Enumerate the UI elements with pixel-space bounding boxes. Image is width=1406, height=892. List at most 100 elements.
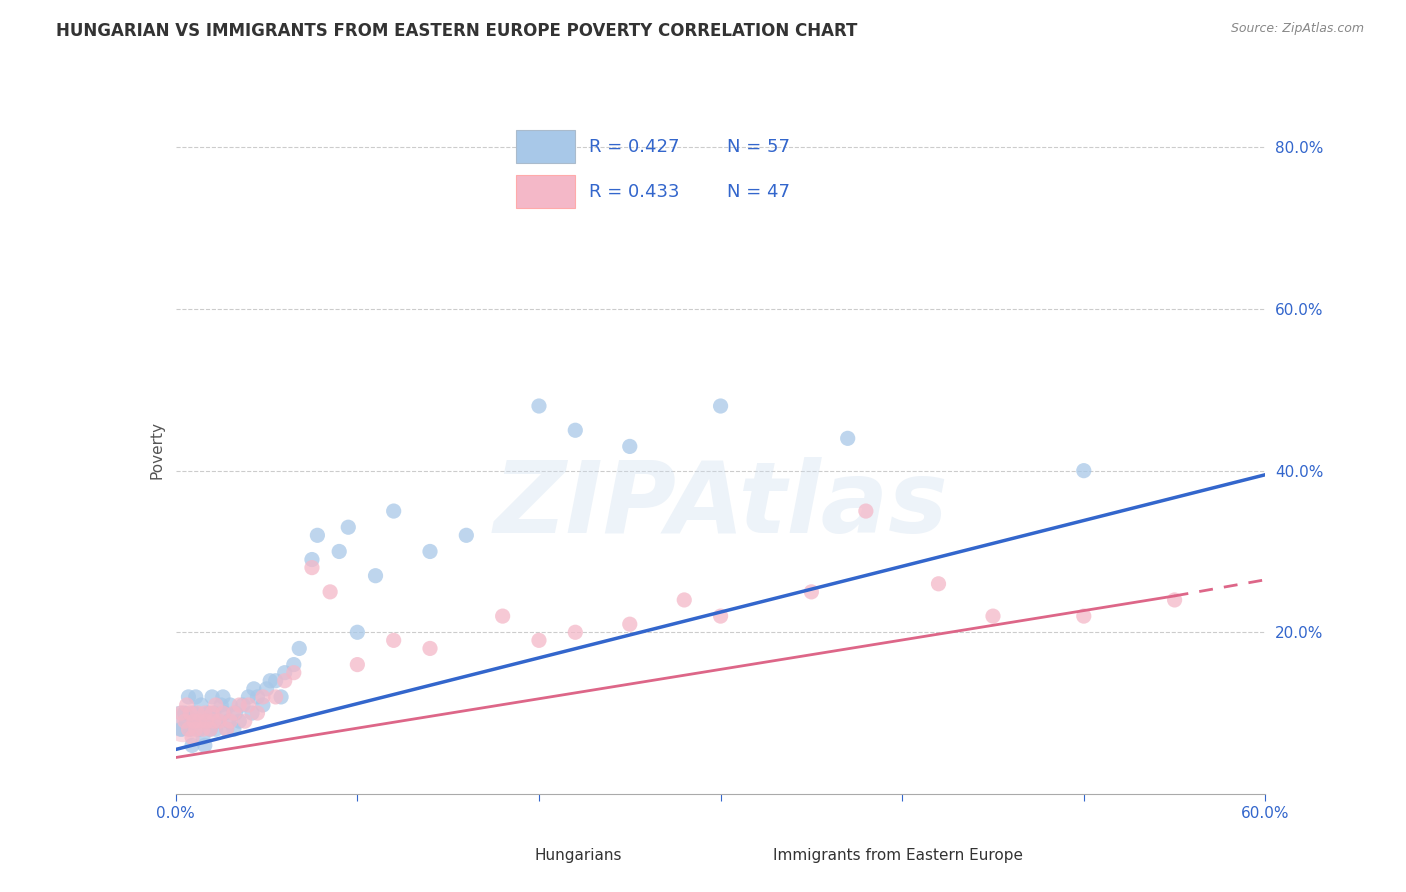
Point [188, 714, 211, 728]
Point [173, 706, 195, 720]
Point [183, 714, 205, 728]
Point [710, 609, 733, 624]
Text: ZIPAtlas: ZIPAtlas [494, 457, 948, 554]
Point [256, 681, 278, 696]
Point [328, 544, 350, 558]
Point [619, 617, 641, 632]
Point [1073, 609, 1095, 624]
Point [981, 609, 1004, 624]
Point [215, 723, 238, 737]
Point [252, 690, 274, 704]
Point [200, 723, 222, 737]
Point [181, 739, 204, 753]
Point [184, 690, 207, 704]
Point [219, 698, 242, 712]
Point [564, 423, 586, 437]
Bar [516, 130, 575, 163]
Point [492, 609, 515, 624]
Point [264, 690, 287, 704]
Point [183, 706, 205, 720]
Point [928, 576, 950, 591]
Point [246, 690, 269, 704]
Point [837, 431, 859, 445]
Point [176, 698, 198, 712]
Point [225, 706, 247, 720]
Point [217, 714, 239, 728]
Point [219, 714, 242, 728]
Point [191, 731, 214, 745]
Point [208, 714, 231, 728]
Point [195, 714, 218, 728]
Point [274, 673, 297, 688]
Point [179, 706, 201, 720]
Point [191, 723, 214, 737]
Point [209, 698, 232, 712]
Point [307, 528, 329, 542]
Point [186, 714, 209, 728]
Point [170, 706, 193, 720]
Text: R = 0.427: R = 0.427 [589, 137, 679, 155]
Point [197, 706, 219, 720]
Bar [516, 175, 575, 208]
Point [194, 706, 217, 720]
Point [456, 528, 478, 542]
Point [270, 690, 292, 704]
Point [673, 593, 696, 607]
Y-axis label: Poverty: Poverty [149, 421, 165, 480]
Point [186, 706, 209, 720]
Point [855, 504, 877, 518]
Text: R = 0.433: R = 0.433 [589, 183, 679, 201]
Point [1163, 593, 1185, 607]
Point [177, 690, 200, 704]
Point [1073, 464, 1095, 478]
Point [337, 520, 360, 534]
Point [201, 706, 224, 720]
Point [212, 706, 235, 720]
Point [252, 698, 274, 712]
Point [346, 625, 368, 640]
Point [240, 706, 263, 720]
Point [364, 568, 387, 582]
Point [170, 723, 193, 737]
Point [195, 714, 218, 728]
Point [170, 714, 193, 728]
Point [382, 633, 405, 648]
Point [207, 714, 229, 728]
Point [564, 625, 586, 640]
Point [228, 714, 250, 728]
Text: N = 57: N = 57 [727, 137, 790, 155]
Point [243, 681, 266, 696]
Point [246, 706, 269, 720]
Point [202, 714, 225, 728]
Point [283, 665, 305, 680]
Point [527, 633, 550, 648]
Point [264, 673, 287, 688]
Point [419, 641, 441, 656]
Point [188, 723, 211, 737]
Text: Hungarians: Hungarians [534, 848, 621, 863]
Point [190, 698, 212, 712]
Point [176, 714, 198, 728]
Point [283, 657, 305, 672]
Point [238, 698, 260, 712]
Point [173, 714, 195, 728]
Point [527, 399, 550, 413]
Point [215, 723, 238, 737]
Point [800, 585, 823, 599]
Point [288, 641, 311, 656]
Point [181, 731, 204, 745]
Point [204, 698, 226, 712]
Point [259, 673, 281, 688]
Point [202, 706, 225, 720]
Point [274, 665, 297, 680]
Text: N = 47: N = 47 [727, 183, 790, 201]
Point [619, 439, 641, 453]
Point [184, 723, 207, 737]
Point [419, 544, 441, 558]
Point [710, 399, 733, 413]
Text: HUNGARIAN VS IMMIGRANTS FROM EASTERN EUROPE POVERTY CORRELATION CHART: HUNGARIAN VS IMMIGRANTS FROM EASTERN EUR… [56, 22, 858, 40]
Point [301, 560, 323, 574]
Point [194, 739, 217, 753]
Point [222, 723, 245, 737]
Point [200, 723, 222, 737]
